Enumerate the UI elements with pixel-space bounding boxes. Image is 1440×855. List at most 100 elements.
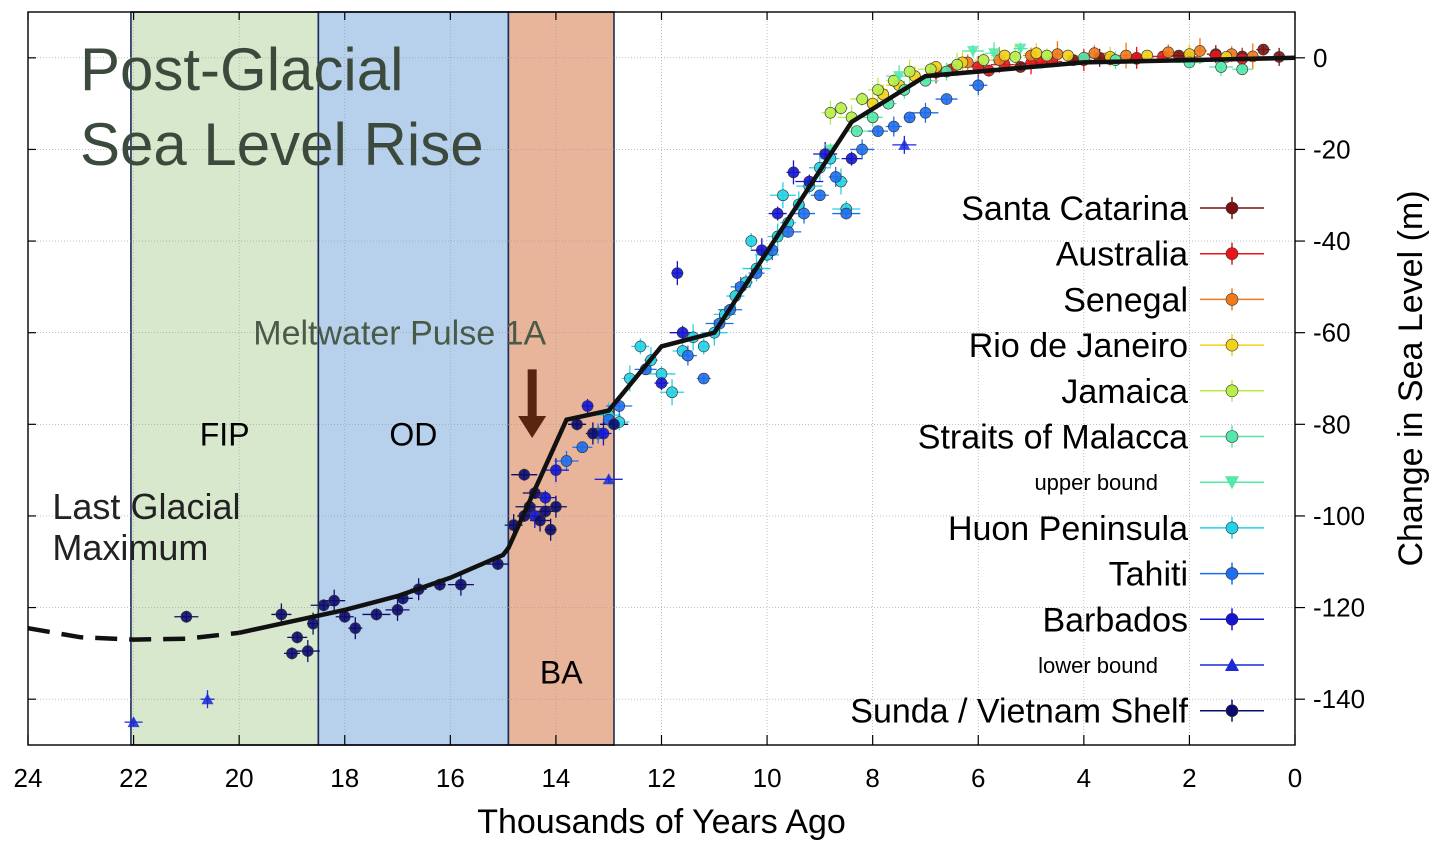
point-rio-de-janeiro-5 — [998, 49, 1011, 62]
point-sunda-vietnam-shelf-4 — [317, 599, 330, 612]
point-rio-de-janeiro-6 — [1030, 47, 1043, 60]
point-straits-of-malacca-9 — [1215, 61, 1227, 73]
legend-huon-peninsula-label: Huon Peninsula — [948, 510, 1188, 548]
annotation-lgm-1: Last Glacial — [52, 486, 240, 527]
point-tahiti-22 — [919, 106, 932, 119]
point-sunda-vietnam-shelf-5 — [328, 594, 340, 607]
legend-barbados-marker — [1225, 612, 1239, 626]
point-tahiti-21 — [903, 111, 916, 124]
x-tick-label: 20 — [225, 763, 254, 793]
y-tick-label: -100 — [1313, 501, 1365, 531]
point-sunda-vietnam-shelf-21 — [544, 523, 557, 536]
point-sunda-vietnam-shelf-19 — [534, 514, 546, 527]
x-tick-label: 2 — [1182, 763, 1196, 793]
point-tahiti-6 — [682, 349, 694, 362]
point-huon-peninsula-25 — [777, 189, 789, 202]
title-line-1: Post-Glacial — [80, 36, 403, 103]
point-huon-peninsula-6 — [697, 340, 710, 353]
x-axis-title: Thousands of Years Ago — [477, 803, 846, 841]
point-sunda-vietnam-shelf-26 — [608, 418, 620, 431]
legend-tahiti-marker — [1225, 567, 1239, 580]
x-tick-label: 12 — [647, 763, 676, 793]
point-lower-bound-2 — [602, 473, 615, 485]
point-barbados-0 — [671, 267, 684, 279]
point-barbados-4 — [787, 166, 800, 179]
point-sunda-vietnam-shelf-20 — [539, 505, 552, 518]
point-sunda-vietnam-shelf-1 — [275, 608, 288, 621]
point-tahiti-16 — [829, 171, 842, 183]
point-jamaica-6 — [903, 65, 916, 78]
point-tahiti-1 — [576, 441, 589, 454]
point-straits-of-malacca-0 — [851, 125, 863, 137]
point-barbados-1 — [676, 326, 689, 339]
legend-lower-bound-label: lower bound — [1038, 653, 1158, 678]
point-tahiti-17 — [840, 207, 853, 220]
point-barbados-10 — [550, 464, 562, 476]
y-tick-label: -60 — [1313, 318, 1351, 348]
point-upper-bound-4 — [1014, 43, 1027, 55]
point-sunda-vietnam-shelf-0 — [180, 610, 193, 623]
x-tick-label: 16 — [436, 763, 465, 793]
legend-senegal-marker — [1225, 293, 1239, 306]
y-tick-label: -140 — [1313, 684, 1365, 714]
point-sunda-vietnam-shelf-22 — [518, 468, 531, 481]
annotation-lgm-2: Maximum — [52, 527, 208, 568]
point-jamaica-0 — [824, 106, 837, 119]
y-tick-label: -40 — [1313, 226, 1351, 256]
point-tahiti-14 — [798, 207, 810, 220]
point-tahiti-20 — [887, 120, 900, 133]
legend-santa-catarina-label: Santa Catarina — [961, 190, 1188, 228]
point-barbados-9 — [581, 400, 594, 412]
x-tick-label: 14 — [541, 763, 570, 793]
point-barbados-13 — [655, 377, 668, 389]
point-jamaica-3 — [856, 93, 868, 105]
legend-lower-bound-marker — [1225, 658, 1239, 671]
legend-upper-bound-marker — [1225, 476, 1239, 490]
legend-sunda-vietnam-shelf-marker — [1225, 704, 1239, 718]
point-tahiti-0 — [560, 455, 573, 467]
point-jamaica-10 — [1009, 51, 1022, 63]
point-senegal-6 — [1162, 46, 1175, 59]
trend-line — [27, 55, 1296, 642]
point-lower-bound-1 — [201, 693, 214, 705]
legend-australia-label: Australia — [1056, 236, 1188, 274]
legend-rio-de-janeiro-label: Rio de Janeiro — [969, 327, 1188, 365]
legend-upper-bound-label: upper bound — [1034, 470, 1158, 495]
period-label-ba: BA — [540, 655, 583, 691]
y-tick-label: -120 — [1313, 593, 1365, 623]
point-sunda-vietnam-shelf-28 — [291, 631, 304, 644]
x-tick-label: 4 — [1077, 763, 1091, 793]
point-jamaica-1 — [835, 102, 847, 115]
point-upper-bound-2 — [966, 45, 979, 57]
point-jamaica-4 — [872, 84, 884, 96]
x-tick-label: 18 — [330, 763, 359, 793]
point-sunda-vietnam-shelf-23 — [550, 500, 562, 513]
legend-australia-marker — [1225, 247, 1239, 260]
legend-huon-peninsula-marker — [1225, 521, 1239, 535]
point-tahiti-24 — [972, 79, 985, 92]
legend-straits-of-malacca-marker — [1225, 430, 1239, 443]
x-tick-label: 24 — [14, 763, 43, 793]
point-straits-of-malacca-10 — [1236, 63, 1249, 76]
legend-santa-catarina-marker — [1225, 201, 1239, 215]
trend-line-dashed — [27, 625, 240, 642]
point-jamaica-9 — [977, 54, 990, 66]
point-lower-bound-3 — [898, 138, 911, 150]
point-sunda-vietnam-shelf-9 — [391, 604, 404, 616]
legend-tahiti-label: Tahiti — [1109, 556, 1188, 594]
point-sunda-vietnam-shelf-7 — [349, 622, 362, 634]
legend-rio-de-janeiro-marker — [1225, 338, 1239, 352]
point-lower-bound-0 — [127, 716, 140, 728]
legend-sunda-vietnam-shelf-label: Sunda / Vietnam Shelf — [850, 693, 1188, 731]
legend-barbados-label: Barbados — [1042, 601, 1188, 639]
point-tahiti-23 — [940, 93, 953, 105]
point-huon-peninsula-24 — [745, 235, 758, 247]
point-senegal-3 — [1051, 48, 1064, 60]
legend-senegal-label: Senegal — [1063, 281, 1188, 319]
point-barbados-11 — [539, 491, 552, 504]
title-line-2: Sea Level Rise — [80, 111, 484, 178]
point-jamaica-11 — [1041, 49, 1053, 62]
